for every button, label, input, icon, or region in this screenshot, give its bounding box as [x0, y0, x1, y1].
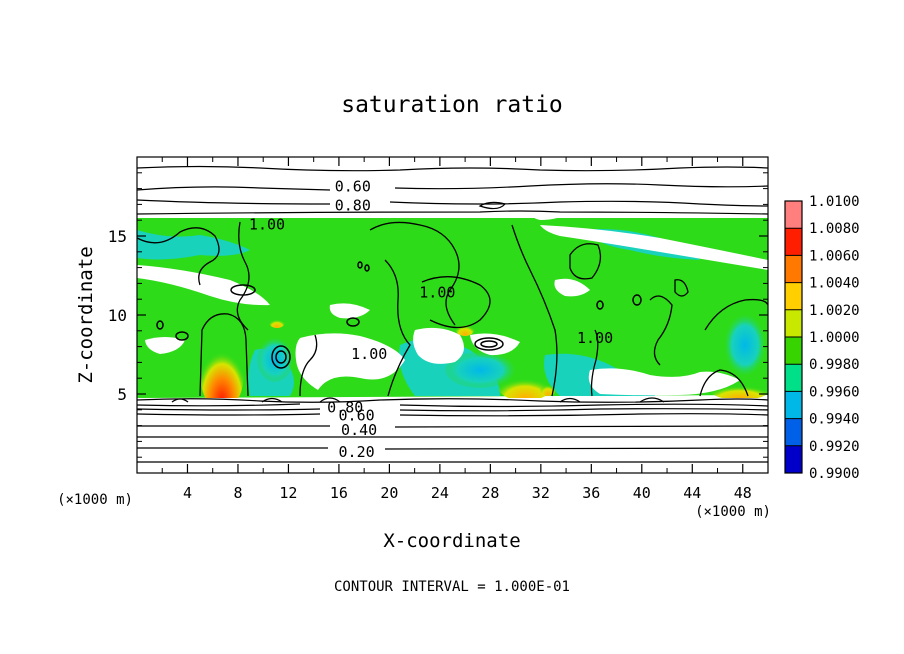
x-tick-label: 32 [532, 484, 550, 502]
contour-label: 0.60 [335, 177, 371, 195]
x-tick-label: 20 [380, 484, 398, 502]
subsat-patch [257, 338, 293, 382]
colorbar-label: 0.9980 [809, 357, 860, 373]
x-tick-label: 4 [183, 484, 192, 502]
x-tick-label: 16 [330, 484, 348, 502]
colorbar-swatch [785, 446, 802, 473]
colorbar-label: 1.0080 [809, 221, 860, 237]
subsat-patch [725, 315, 765, 375]
colorbar-swatch [785, 419, 802, 446]
chart-title: saturation ratio [341, 92, 563, 118]
supersat-spot [269, 316, 285, 328]
contour-label: 0.80 [335, 196, 371, 214]
colorbar-swatch [785, 201, 802, 228]
colorbar-swatch [785, 228, 802, 255]
z-unit-label: (×1000 m) [57, 492, 133, 508]
colorbar-label: 1.0060 [809, 248, 860, 264]
colorbar-label: 1.0000 [809, 330, 860, 346]
colorbar-label: 0.9960 [809, 384, 860, 400]
contour-interval-note: CONTOUR INTERVAL = 1.000E-01 [334, 579, 570, 595]
contour-label: 1.00 [249, 215, 285, 233]
contour-label: 0.40 [341, 421, 377, 439]
colorbar-swatch [785, 255, 802, 282]
y-tick-label: 10 [108, 306, 127, 325]
x-tick-label: 24 [431, 484, 449, 502]
x-tick-label: 44 [683, 484, 701, 502]
y-tick-label: 5 [117, 385, 127, 404]
x-tick-label: 40 [633, 484, 651, 502]
x-tick-label: 8 [233, 484, 242, 502]
colorbar-label: 1.0020 [809, 303, 860, 319]
contour-label: 1.00 [577, 329, 613, 347]
x-tick-label: 28 [481, 484, 499, 502]
colorbar-swatch [785, 337, 802, 364]
colorbar-swatch [785, 391, 802, 418]
contour-label: 1.00 [419, 283, 455, 301]
x-tick-label: 48 [734, 484, 752, 502]
colorbar-swatch [785, 310, 802, 337]
x-axis-label: X-coordinate [383, 530, 520, 552]
plot-area [137, 157, 770, 473]
colorbar-label: 0.9900 [809, 466, 860, 482]
x-tick-label: 12 [279, 484, 297, 502]
colorbar-swatch [785, 364, 802, 391]
colorbar: 1.0100 1.0080 1.0060 1.0040 1.0020 1.0000 0.99… [785, 194, 860, 482]
contour-label: 1.00 [351, 345, 387, 363]
colorbar-label: 1.0040 [809, 276, 860, 292]
y-tick-label: 15 [108, 227, 127, 246]
colorbar-label: 0.9940 [809, 412, 860, 428]
colorbar-label: 1.0100 [809, 194, 860, 210]
colorbar-swatch [785, 283, 802, 310]
x-tick-label: 36 [582, 484, 600, 502]
contour-label: 0.20 [339, 443, 375, 461]
x-unit-label: (×1000 m) [695, 504, 771, 520]
colorbar-label: 0.9920 [809, 439, 860, 455]
y-axis-label: Z-coordinate [75, 246, 97, 383]
